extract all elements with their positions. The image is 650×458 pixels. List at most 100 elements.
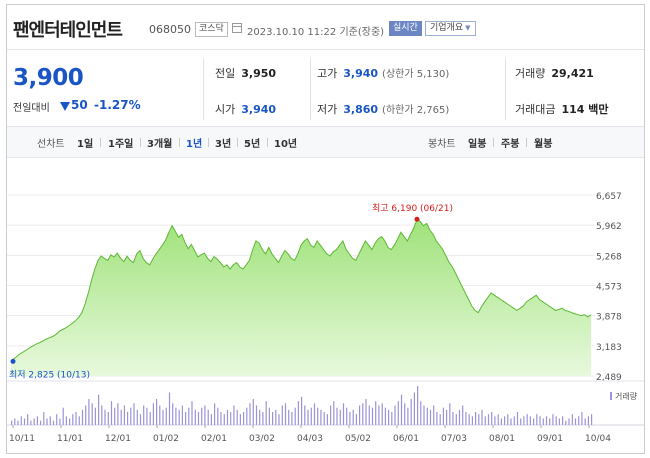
volume-bar	[107, 412, 109, 425]
volume-bar	[410, 399, 412, 425]
volume-bar	[159, 405, 161, 425]
volume-bar	[587, 416, 589, 425]
y-tick-label: 3,878	[596, 313, 622, 323]
volume-bar	[33, 418, 35, 425]
prev-close: 전일 3,950	[215, 65, 276, 81]
volume-bar	[513, 416, 515, 425]
company-info-button[interactable]: 기업개요 ▼	[425, 21, 476, 36]
volume-bar	[243, 412, 245, 425]
volume-bar	[85, 405, 87, 425]
volume-bar	[307, 409, 309, 425]
volume-bar	[536, 414, 538, 425]
stock-code: 068050	[149, 23, 191, 36]
company-name[interactable]: 팬엔터테인먼트	[13, 20, 123, 41]
volume-bar	[446, 409, 448, 425]
volume-bar	[362, 403, 364, 425]
divider	[100, 138, 101, 147]
volume-bar	[23, 418, 26, 425]
volume-bar	[381, 403, 383, 425]
volume-bar	[249, 403, 251, 425]
price-chart[interactable]: 6,657 5,962 5,268 4,573 3,878 3,183 2,489 최고 6,…	[7, 158, 644, 453]
volume-bar	[384, 407, 386, 425]
volume-bar	[539, 416, 541, 425]
low-value: 3,860	[343, 103, 379, 116]
change-label: 전일대비	[13, 103, 50, 114]
tab-3y[interactable]: 3년	[215, 139, 232, 150]
volume-bar	[236, 409, 238, 425]
volume-bar	[178, 409, 180, 425]
tab-weekly[interactable]: 주봉	[501, 139, 520, 150]
tab-10y[interactable]: 10년	[274, 139, 298, 150]
volume-bar	[320, 409, 322, 425]
volume: 거래량 29,421	[515, 65, 594, 81]
volume-bar	[72, 414, 74, 425]
volume-bar	[210, 414, 212, 425]
volume-bar	[359, 405, 361, 425]
volume-bar	[143, 405, 145, 425]
tab-monthly[interactable]: 월봉	[534, 139, 553, 150]
tab-1d[interactable]: 1일	[77, 139, 94, 150]
volume-bar	[20, 416, 22, 425]
volume-bar	[201, 407, 203, 425]
volume-bar	[191, 401, 193, 425]
volume-bar	[578, 416, 580, 425]
volume-bar	[27, 414, 29, 425]
volume-bar	[529, 416, 531, 425]
volume-bar	[478, 414, 480, 425]
volume-bar	[542, 418, 544, 425]
volume-bar	[165, 407, 167, 425]
realtime-badge[interactable]: 실시간	[389, 21, 422, 36]
low-price: 저가 3,860 (하한가 2,765)	[317, 101, 449, 117]
volume-bar	[581, 412, 583, 425]
high-value: 3,940	[343, 67, 379, 80]
volume-bar	[346, 407, 348, 425]
change-percent: -1.27%	[94, 98, 141, 112]
volume-bar	[246, 407, 248, 425]
volume-bar	[226, 409, 229, 425]
divider	[237, 138, 238, 147]
volume-bar	[545, 416, 548, 425]
x-tick-label: 07/03	[441, 434, 467, 444]
volume-bar	[497, 414, 499, 425]
volume-bar	[355, 414, 357, 425]
volume-bar	[439, 414, 441, 425]
volume-bar	[101, 405, 103, 425]
volume-bar	[475, 412, 477, 425]
volume-bar	[487, 414, 490, 425]
volume-bar	[204, 405, 206, 425]
volume-bar	[555, 416, 557, 425]
volume-bar	[156, 399, 158, 425]
volume-bar	[123, 405, 125, 425]
volume-bar	[352, 409, 354, 425]
volume-bar	[404, 403, 406, 425]
open-value: 3,940	[241, 103, 277, 116]
volume-bar	[491, 412, 493, 425]
quote-datetime: 2023.10.10 11:22 기준(장중)	[247, 23, 384, 38]
y-tick-label: 3,183	[596, 343, 622, 353]
volume-bar	[574, 418, 577, 425]
volume-bar	[342, 403, 345, 425]
tab-5y[interactable]: 5년	[244, 139, 261, 150]
volume-bar	[365, 399, 367, 425]
volume-bar	[262, 412, 264, 425]
volume-bar	[14, 418, 16, 425]
volume-bar	[336, 407, 338, 425]
volume-bar	[120, 409, 122, 425]
tab-3m[interactable]: 3개월	[147, 139, 173, 150]
tab-daily[interactable]: 일봉	[468, 139, 487, 150]
volume-bar	[391, 412, 393, 425]
volume-bar	[436, 412, 438, 425]
tab-1w[interactable]: 1주일	[108, 139, 134, 150]
x-tick-label: 10/11	[9, 434, 35, 444]
status-text: 기준(장중)	[339, 27, 385, 38]
volume-bar	[104, 409, 106, 425]
x-tick-label: 02/01	[201, 434, 227, 444]
tab-1y[interactable]: 1년	[186, 139, 203, 150]
volume-bar	[133, 403, 135, 425]
volume-bar	[214, 403, 216, 425]
volume-bar	[49, 416, 51, 425]
volume-bar	[310, 407, 312, 425]
max-annotation: 최고 6,190 (06/21)	[372, 203, 453, 214]
volume-bar	[265, 401, 267, 425]
price-line	[10, 218, 592, 362]
